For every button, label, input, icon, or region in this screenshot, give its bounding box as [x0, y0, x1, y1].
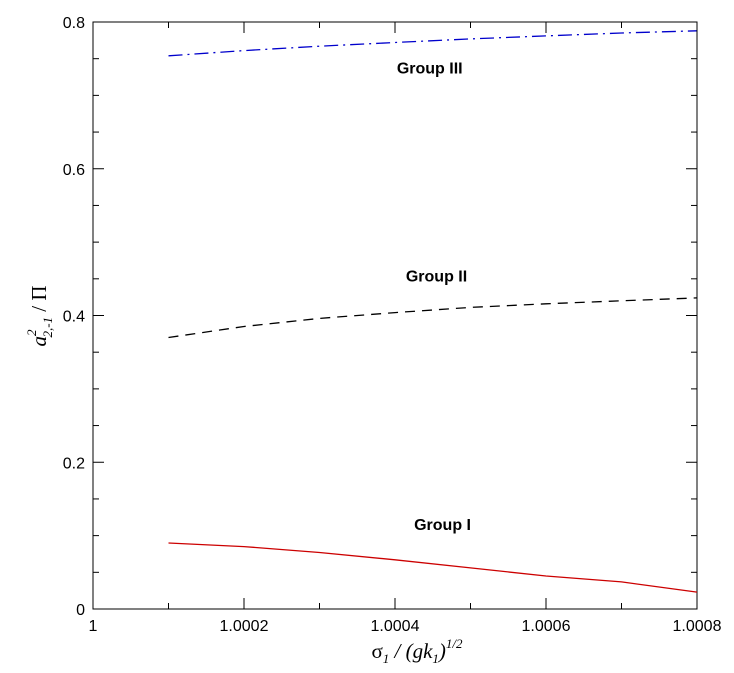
x-tick-label: 1 [89, 618, 98, 635]
y-tick-label: 0 [76, 602, 85, 619]
y-axis-title: a22,-1 / Π [24, 285, 55, 346]
y-tick-label: 0.8 [63, 15, 85, 32]
series-group-i-line [168, 542, 698, 593]
x-tick-label: 1.0008 [673, 618, 722, 635]
x-tick-label: 1.0006 [522, 618, 571, 635]
x-tick-label: 1.0002 [220, 618, 269, 635]
series-group-ii-line [168, 297, 698, 339]
group-annotation: Group III [397, 60, 463, 77]
ticks: 1 1.0002 1.0004 1.0006 1.0008 0 0.2 0.4 0.6 0.8 [63, 15, 722, 635]
y-tick-label: 0.6 [63, 162, 85, 179]
plot-frame [92, 21, 698, 610]
group-annotation: Group II [406, 269, 467, 286]
y-tick-label: 0.4 [63, 309, 85, 326]
y-tick-label: 0.2 [63, 455, 85, 472]
x-axis-title: σ1 / (gk1)1/2 [371, 636, 463, 666]
group-annotation: Group I [414, 517, 471, 534]
x-tick-label: 1.0004 [371, 618, 420, 635]
annotations: Group I Group II Group III [397, 60, 471, 533]
axes [92, 21, 698, 610]
series-group-iii-line [168, 30, 698, 57]
series-group [168, 30, 698, 593]
